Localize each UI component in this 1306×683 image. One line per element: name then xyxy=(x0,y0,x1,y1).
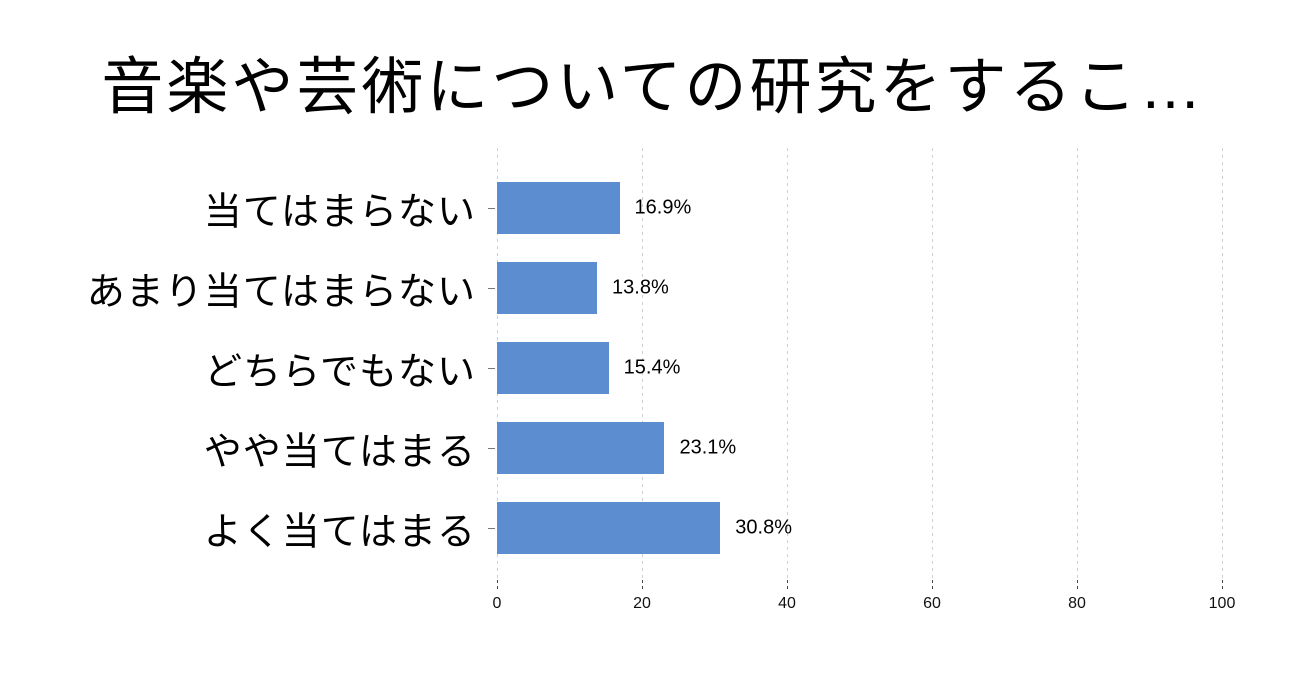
bar xyxy=(497,342,609,394)
bar xyxy=(497,502,721,554)
chart-title: 音楽や芸術についての研究をするこ… xyxy=(101,53,1205,122)
x-axis-tick-label: 40 xyxy=(778,595,796,612)
gridline xyxy=(931,148,933,580)
value-label: 23.1% xyxy=(679,436,737,459)
category-label: あまり当てはまらない xyxy=(86,271,476,314)
category-label: どちらでもない xyxy=(204,351,476,394)
gridline xyxy=(1221,148,1223,580)
x-axis-tick-label: 80 xyxy=(1068,595,1086,612)
y-axis-tick xyxy=(488,527,495,529)
bar xyxy=(497,422,665,474)
bar xyxy=(497,182,620,234)
category-label: 当てはまらない xyxy=(203,191,476,234)
x-axis-tick-label: 100 xyxy=(1208,595,1236,612)
x-axis-tick-label: 20 xyxy=(633,595,651,612)
gridline xyxy=(786,148,788,580)
y-axis-tick xyxy=(488,207,495,209)
x-axis-tick xyxy=(1076,580,1078,589)
x-axis-tick xyxy=(786,580,788,589)
plot-area: 0 20 40 60 80 100 当てはまらない 16.9% あまり当てはまらない 13.8% ど… xyxy=(87,148,1235,612)
bar xyxy=(497,262,598,314)
x-axis-tick xyxy=(496,580,498,589)
y-axis-tick xyxy=(488,367,495,369)
category-label: やや当てはまる xyxy=(203,431,476,474)
gridline xyxy=(1076,148,1078,580)
value-label: 30.8% xyxy=(735,516,793,539)
value-label: 16.9% xyxy=(634,196,692,219)
x-axis-tick-label: 60 xyxy=(923,595,941,612)
value-label: 15.4% xyxy=(623,356,681,379)
x-axis-tick xyxy=(1221,580,1223,589)
x-axis-tick xyxy=(641,580,643,589)
value-label: 13.8% xyxy=(612,276,669,299)
x-axis-tick-label: 0 xyxy=(492,595,502,612)
y-axis-tick xyxy=(488,287,495,289)
gridline xyxy=(641,148,643,580)
category-label: よく当てはまる xyxy=(203,511,476,554)
y-axis-tick xyxy=(488,447,495,449)
x-axis-tick xyxy=(931,580,933,589)
